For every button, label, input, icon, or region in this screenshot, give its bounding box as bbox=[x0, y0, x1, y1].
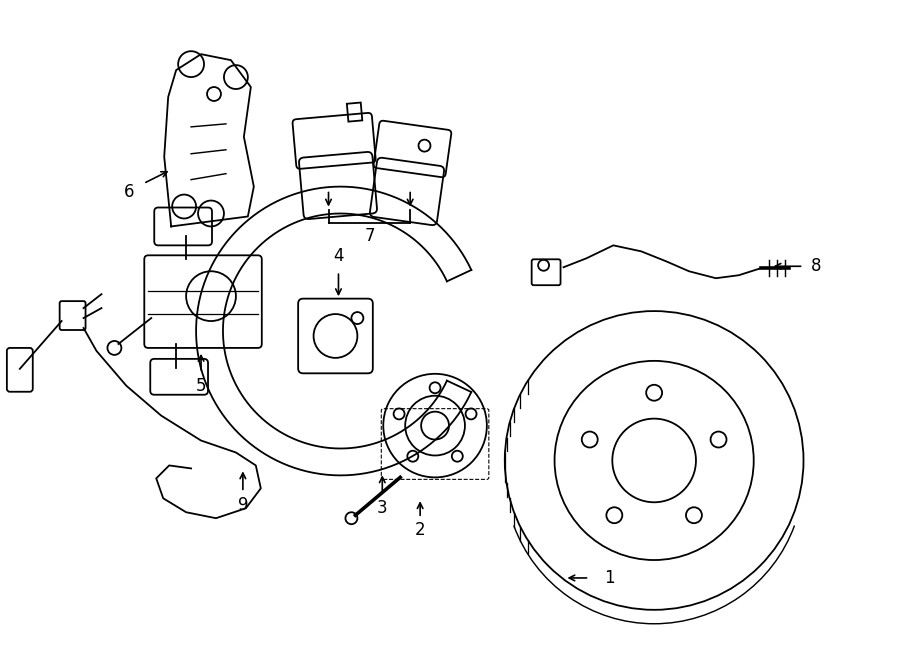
Text: 2: 2 bbox=[415, 521, 426, 539]
Text: 8: 8 bbox=[811, 257, 822, 275]
Text: 1: 1 bbox=[604, 569, 615, 587]
Bar bbox=[346, 102, 363, 122]
Text: 7: 7 bbox=[365, 227, 375, 245]
Text: 9: 9 bbox=[238, 496, 248, 514]
Text: 4: 4 bbox=[333, 247, 344, 265]
Text: 3: 3 bbox=[377, 499, 388, 518]
Text: 6: 6 bbox=[124, 182, 135, 200]
Text: 5: 5 bbox=[196, 377, 206, 395]
